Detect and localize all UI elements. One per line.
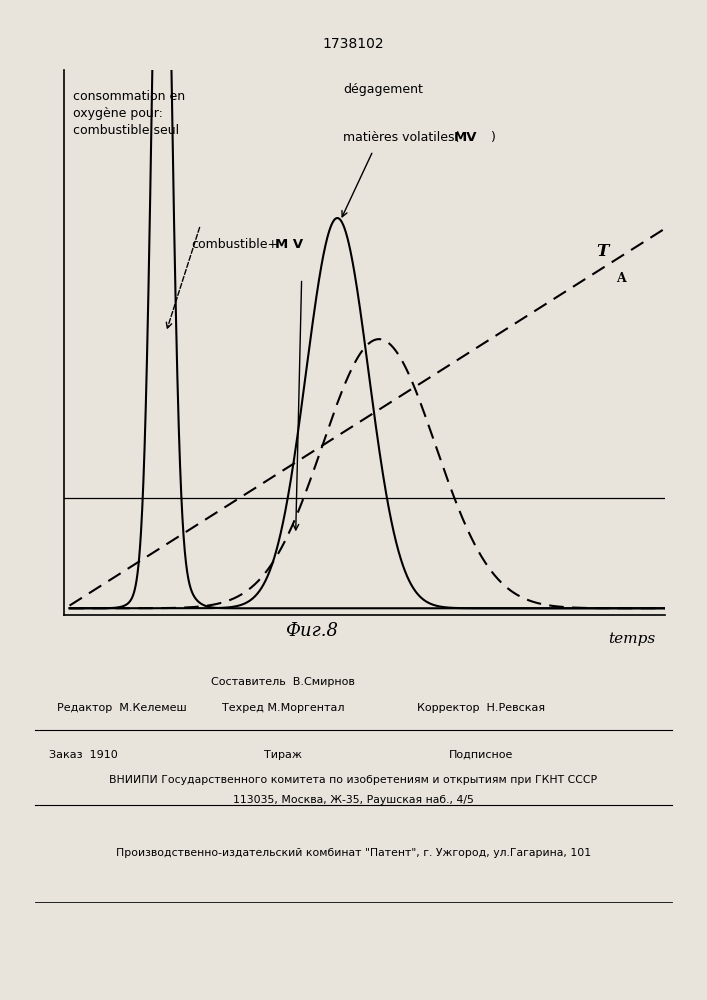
Text: Тираж: Тираж — [264, 750, 302, 760]
Text: Составитель  В.Смирнов: Составитель В.Смирнов — [211, 677, 355, 687]
Text: Техред М.Моргентал: Техред М.Моргентал — [221, 703, 344, 713]
Text: MV: MV — [453, 131, 477, 144]
Text: 113035, Москва, Ж-35, Раушская наб., 4/5: 113035, Москва, Ж-35, Раушская наб., 4/5 — [233, 795, 474, 805]
Text: dégagement: dégagement — [344, 83, 423, 96]
Text: 1738102: 1738102 — [322, 37, 385, 51]
Text: consommation en
oxygène pour:
combustible seul: consommation en oxygène pour: combustibl… — [73, 90, 185, 137]
Text: Фиг.8: Фиг.8 — [285, 622, 337, 640]
Text: M V: M V — [275, 238, 303, 251]
Text: T: T — [596, 243, 609, 260]
Text: Подписное: Подписное — [448, 750, 513, 760]
Text: Корректор  Н.Ревская: Корректор Н.Ревская — [416, 703, 545, 713]
Text: combustible+: combustible+ — [192, 238, 279, 251]
Text: Производственно-издательский комбинат "Патент", г. Ужгород, ул.Гагарина, 101: Производственно-издательский комбинат "П… — [116, 848, 591, 858]
Text: ): ) — [491, 131, 496, 144]
Text: temps: temps — [609, 632, 655, 646]
Text: Редактор  М.Келемеш: Редактор М.Келемеш — [57, 703, 187, 713]
Text: Заказ  1910: Заказ 1910 — [49, 750, 118, 760]
Text: A: A — [616, 272, 626, 285]
Text: ВНИИПИ Государственного комитета по изобретениям и открытиям при ГКНТ СССР: ВНИИПИ Государственного комитета по изоб… — [110, 775, 597, 785]
Text: matières volatiles(: matières volatiles( — [344, 131, 460, 144]
